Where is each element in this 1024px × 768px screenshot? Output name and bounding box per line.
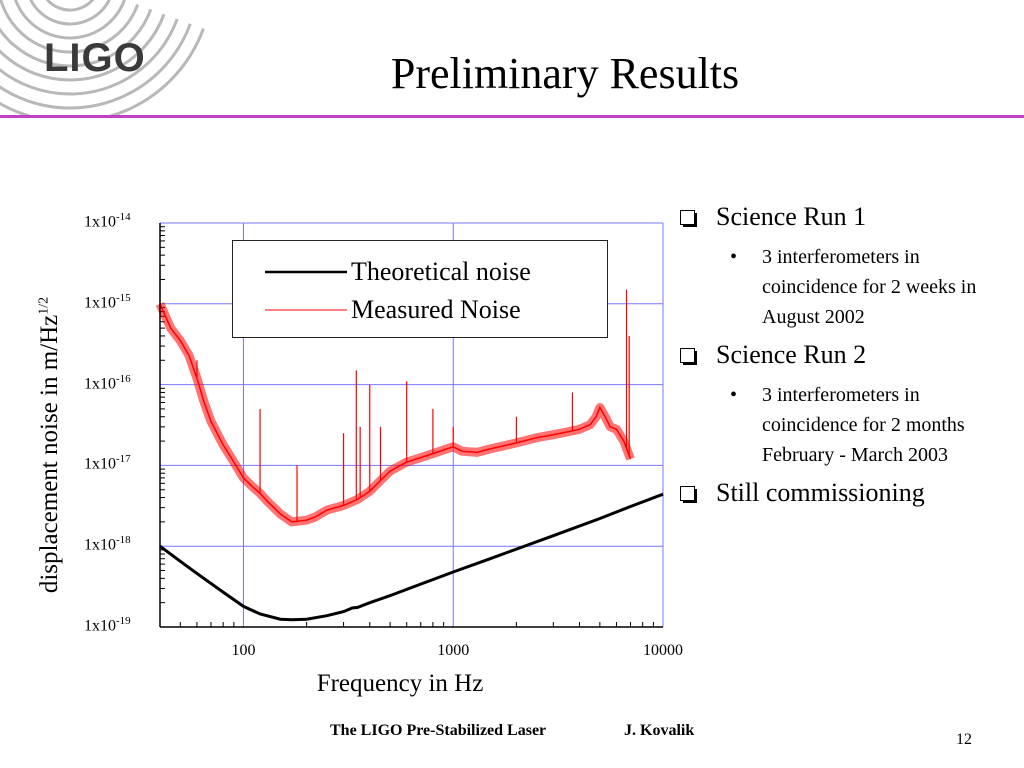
logo-arc [0,0,179,96]
sub-bullet-item: • 3 interferometers in coincidence for 2 … [678,380,1018,470]
checkbox-bullet-icon [680,486,697,503]
y-tick-label: 1x10-18 [84,534,131,554]
y-tick-label: 1x10-15 [84,291,131,312]
bullet-list: Science Run 1 • 3 interferometers in coin… [678,200,1018,518]
bullet-item: Science Run 2 [678,338,1018,372]
sub-bullet-item: • 3 interferometers in coincidence for 2 … [678,242,1018,332]
logo-arc [10,0,126,40]
logo-arc [24,0,113,26]
dot-bullet-icon: • [730,384,738,406]
logo-arc [0,0,140,54]
bullet-item: Still commissioning [678,476,1018,510]
x-axis-label: Frequency in Hz [316,670,484,697]
dot-bullet-icon: • [730,246,738,268]
x-tick-label: 100 [231,642,256,659]
noise-chart [155,222,664,628]
slide-title: Preliminary Results [390,49,740,98]
y-tick-label: 1x10-14 [84,211,131,231]
logo-arc [38,0,100,12]
checkbox-bullet-icon [680,210,697,227]
bullet-item: Science Run 1 [678,200,1018,234]
theoretical-noise-line [159,492,664,622]
logo-arc [0,0,153,68]
y-axis-label: displacement noise in m/Hz1/2 [36,296,63,594]
x-tick-label: 10000 [643,642,683,659]
chart-legend: Theoretical noise Measured Noise [232,240,608,338]
legend-entry-measured: Measured Noise [265,295,521,325]
footer-title: The LIGO Pre-Stabilized Laser [330,722,547,739]
measured-noise-line [159,303,632,523]
legend-swatch-red [265,309,347,311]
legend-label: Theoretical noise [351,257,531,286]
title-divider [0,115,1024,118]
logo-arc [0,0,166,82]
y-tick-label: 1x10-17 [84,453,131,473]
x-tick-label: 1000 [437,642,470,659]
legend-swatch-black [265,270,347,274]
checkbox-bullet-icon [680,348,697,365]
ligo-logo: LIGO [44,36,146,80]
logo-arc [0,0,192,110]
page-number: 12 [956,731,972,748]
legend-label: Measured Noise [351,295,521,324]
y-tick-label: 1x10-16 [84,372,131,392]
footer-author: J. Kovalik [624,722,695,739]
logo-arc [0,0,205,115]
legend-entry-theoretical: Theoretical noise [265,257,531,287]
logo-swirl-graphic [0,0,205,115]
y-tick-label: 1x10-19 [84,615,131,635]
